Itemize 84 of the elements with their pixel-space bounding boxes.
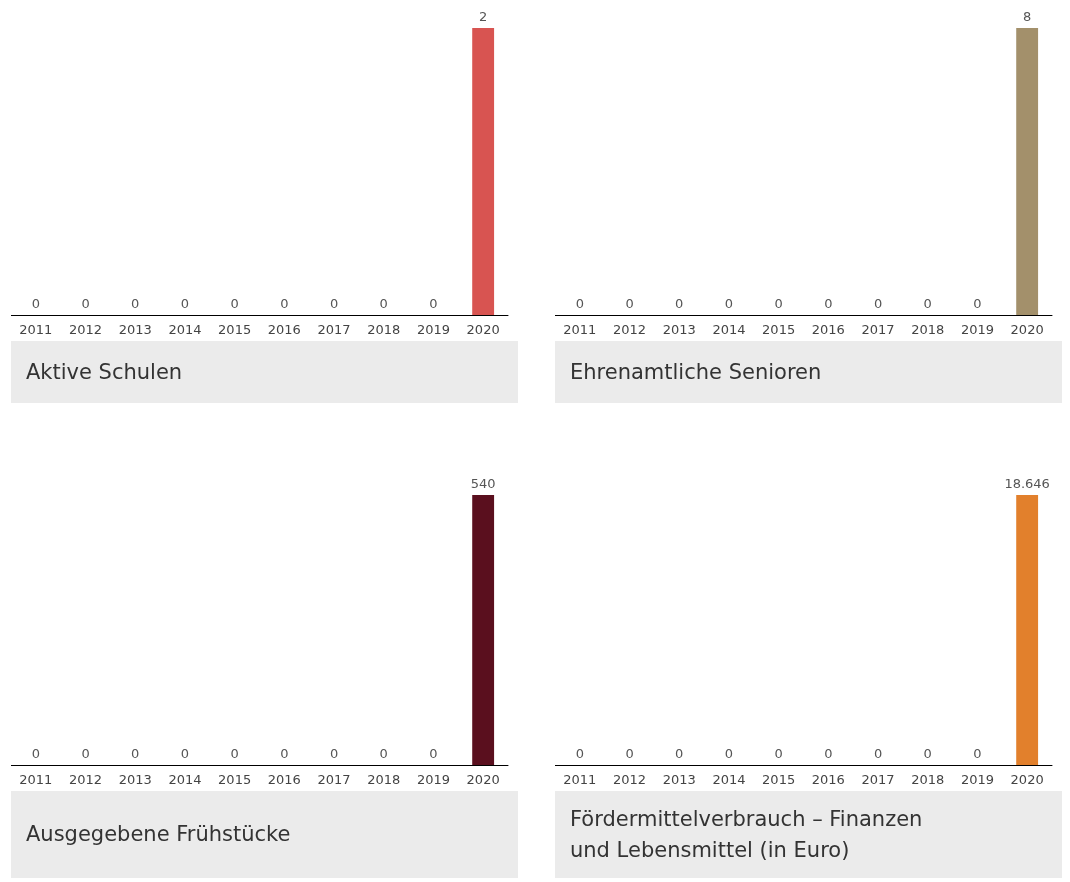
data-label: 0 — [280, 296, 289, 311]
data-label: 0 — [180, 746, 190, 761]
data-label: 0 — [81, 296, 90, 311]
data-label: 0 — [675, 746, 684, 761]
x-tick-label: 2019 — [960, 772, 994, 787]
x-tick-label: 2012 — [69, 772, 103, 787]
data-label: 18.646 — [1004, 476, 1050, 491]
data-label: 0 — [923, 296, 932, 311]
data-label: 0 — [379, 746, 388, 761]
data-label: 0 — [31, 296, 40, 311]
data-label: 2 — [479, 9, 488, 24]
data-label: 0 — [923, 746, 932, 761]
x-tick-label: 2013 — [662, 772, 696, 787]
x-tick-label: 2012 — [613, 772, 647, 787]
data-label: 0 — [575, 296, 584, 311]
data-label: 540 — [470, 476, 496, 491]
x-tick-label: 2011 — [19, 322, 53, 337]
data-label: 0 — [180, 296, 190, 311]
x-tick-label: 2018 — [911, 772, 945, 787]
data-label: 0 — [230, 746, 239, 761]
x-tick-label: 2013 — [662, 322, 696, 337]
x-tick-label: 2012 — [69, 322, 103, 337]
x-tick-label: 2017 — [861, 322, 895, 337]
data-label: 0 — [280, 746, 289, 761]
data-label: 0 — [625, 296, 634, 311]
text: Ausgegebene Frühstücke — [11, 791, 518, 878]
x-tick-label: 2016 — [811, 772, 845, 787]
data-label: 0 — [429, 746, 438, 761]
x-tick-label: 2016 — [811, 322, 845, 337]
x-tick-label: 2016 — [267, 322, 301, 337]
x-tick-label: 2011 — [19, 772, 53, 787]
data-label: 0 — [329, 746, 339, 761]
x-tick-label: 2020 — [1010, 322, 1044, 337]
x-tick-label: 2011 — [563, 772, 597, 787]
x-tick-label: 2015 — [762, 322, 796, 337]
x-tick-label: 2011 — [563, 322, 597, 337]
x-tick-label: 2013 — [118, 772, 152, 787]
data-label: 0 — [31, 746, 40, 761]
data-label: 0 — [575, 746, 584, 761]
data-label: 0 — [81, 746, 90, 761]
x-tick-label: 2020 — [1010, 772, 1044, 787]
x-tick-label: 2017 — [317, 322, 351, 337]
x-tick-label: 2016 — [267, 772, 301, 787]
x-tick-label: 2014 — [168, 322, 202, 337]
x-tick-label: 2017 — [861, 772, 895, 787]
x-tick-label: 2018 — [367, 772, 401, 787]
data-label: 0 — [230, 296, 239, 311]
x-tick-label: 2019 — [416, 322, 450, 337]
x-tick-label: 2019 — [960, 322, 994, 337]
x-tick-label: 2013 — [118, 322, 152, 337]
x-tick-label: 2018 — [911, 322, 945, 337]
text: Aktive Schulen — [11, 341, 518, 403]
data-label: 0 — [675, 296, 684, 311]
data-label: 0 — [131, 296, 140, 311]
x-tick-label: 2015 — [762, 772, 796, 787]
x-tick-label: 2015 — [218, 772, 252, 787]
data-label: 0 — [625, 746, 634, 761]
text: Ehrenamtliche Senioren — [555, 341, 1062, 403]
text: Fördermittelverbrauch – Finanzen und Lebensmittel (in Euro) — [555, 791, 1062, 878]
data-label: 0 — [131, 746, 140, 761]
data-label: 0 — [379, 296, 388, 311]
data-label: 0 — [824, 746, 833, 761]
data-label: 0 — [973, 746, 982, 761]
x-tick-label: 2014 — [168, 772, 202, 787]
data-label: 0 — [873, 296, 883, 311]
data-label: 0 — [429, 296, 438, 311]
data-label: 0 — [724, 746, 734, 761]
data-label: 0 — [724, 296, 734, 311]
x-tick-label: 2012 — [613, 322, 647, 337]
x-tick-label: 2018 — [367, 322, 401, 337]
x-tick-label: 2014 — [712, 772, 746, 787]
data-label: 0 — [774, 296, 783, 311]
x-tick-label: 2014 — [712, 322, 746, 337]
data-label: 0 — [973, 296, 982, 311]
data-label: 0 — [873, 746, 883, 761]
data-label: 0 — [824, 296, 833, 311]
x-tick-label: 2020 — [466, 322, 500, 337]
data-label: 8 — [1023, 9, 1032, 24]
x-tick-label: 2017 — [317, 772, 351, 787]
x-tick-label: 2020 — [466, 772, 500, 787]
x-tick-label: 2019 — [416, 772, 450, 787]
data-label: 0 — [329, 296, 339, 311]
x-tick-label: 2015 — [218, 322, 252, 337]
data-label: 0 — [774, 746, 783, 761]
